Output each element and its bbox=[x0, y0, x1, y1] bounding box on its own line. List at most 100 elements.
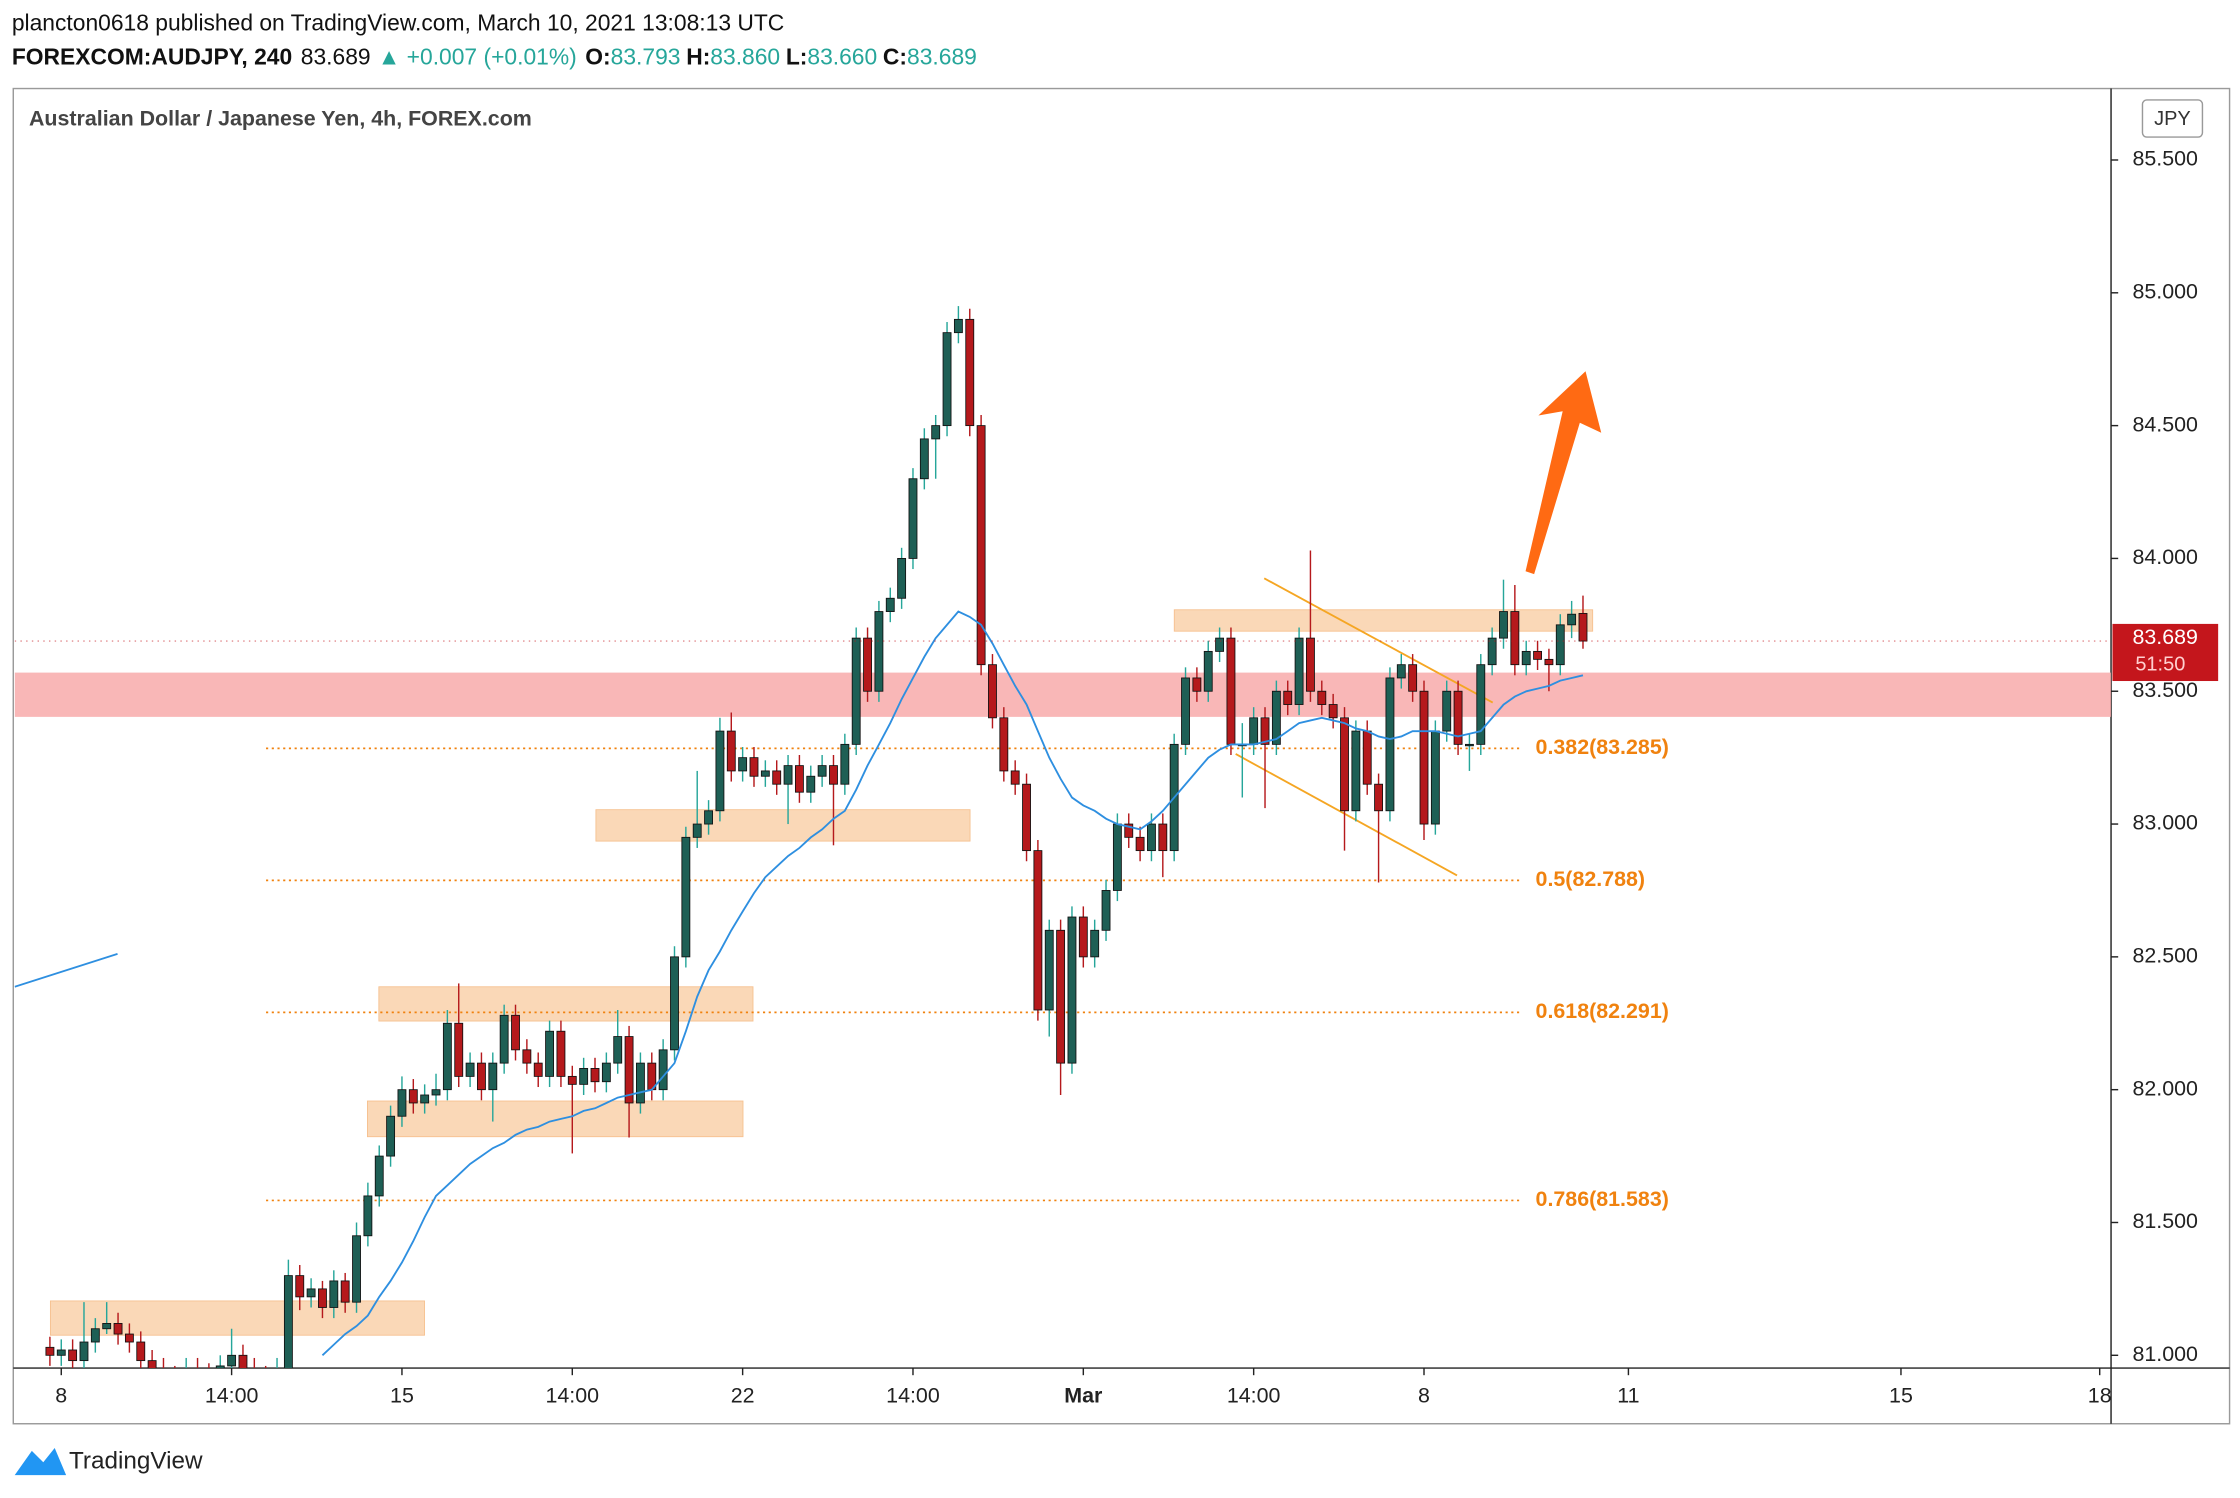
candle-body bbox=[1203, 650, 1213, 692]
candle-body bbox=[953, 318, 963, 334]
candle-body bbox=[1385, 677, 1395, 812]
arrow bbox=[1525, 371, 1602, 575]
fib-label: 0.618(82.291) bbox=[1536, 999, 1669, 1023]
candle-body bbox=[227, 1354, 237, 1367]
candle-body bbox=[1010, 770, 1020, 785]
candle-body bbox=[851, 637, 861, 745]
candle-body bbox=[136, 1341, 146, 1362]
candle-body bbox=[1101, 890, 1111, 931]
candle-body bbox=[295, 1275, 305, 1298]
candle-body bbox=[90, 1328, 100, 1343]
x-tick-label: 22 bbox=[731, 1383, 755, 1407]
candle-body bbox=[772, 770, 782, 785]
y-tick-label: 85.500 bbox=[2132, 147, 2198, 171]
x-tick-label: 14:00 bbox=[546, 1383, 600, 1407]
candle-body bbox=[817, 765, 827, 777]
channel-line bbox=[1235, 753, 1458, 877]
candle-body bbox=[182, 1369, 190, 1382]
candle-body bbox=[1124, 823, 1134, 838]
field-value: 83.860 bbox=[710, 44, 780, 70]
candle-body bbox=[250, 1369, 258, 1377]
candle-body bbox=[1533, 650, 1542, 660]
candle-body bbox=[147, 1360, 157, 1369]
candle-body bbox=[283, 1275, 293, 1369]
candle-body bbox=[567, 1075, 577, 1085]
candle-body bbox=[908, 478, 918, 559]
candle-body bbox=[499, 1014, 509, 1064]
candle-body bbox=[897, 557, 907, 599]
x-tick-label: 11 bbox=[1617, 1383, 1639, 1407]
y-tick-label: 83.000 bbox=[2132, 811, 2198, 835]
candle-body bbox=[1374, 783, 1384, 812]
field-label: L: bbox=[786, 44, 808, 70]
candle-body bbox=[556, 1030, 566, 1077]
candle-body bbox=[408, 1089, 418, 1104]
resistance-zone bbox=[14, 672, 2112, 717]
candle-body bbox=[397, 1089, 407, 1117]
candle-body bbox=[1555, 624, 1565, 666]
candle-body bbox=[794, 765, 804, 793]
field-value: 83.660 bbox=[807, 44, 877, 70]
candle-body bbox=[1067, 916, 1077, 1064]
y-tick-label: 85.000 bbox=[2132, 279, 2198, 303]
candle-body bbox=[760, 770, 770, 777]
candle-body bbox=[1521, 650, 1531, 666]
candle-body bbox=[1510, 611, 1520, 666]
x-tick-label: 14:00 bbox=[1227, 1383, 1281, 1407]
currency-box bbox=[2141, 99, 2204, 138]
candle-body bbox=[1578, 612, 1588, 642]
y-tick-label: 81.000 bbox=[2132, 1342, 2198, 1366]
candle-body bbox=[670, 956, 679, 1051]
candle-body bbox=[863, 637, 872, 692]
candle-body bbox=[965, 318, 975, 427]
candle-body bbox=[79, 1341, 89, 1362]
candle-body bbox=[329, 1280, 339, 1308]
candle-body bbox=[942, 332, 952, 427]
candle-body bbox=[840, 743, 850, 785]
candle-body bbox=[681, 836, 691, 958]
candle-body bbox=[1430, 730, 1440, 825]
brand: TradingView bbox=[69, 1448, 203, 1475]
candle-body bbox=[488, 1062, 498, 1091]
field-value: 83.793 bbox=[611, 44, 681, 70]
candle-body bbox=[1271, 690, 1281, 745]
candle-body bbox=[1283, 690, 1293, 705]
fib-label: 0.786(81.583) bbox=[1536, 1187, 1669, 1211]
candle-body bbox=[442, 1022, 452, 1091]
x-tick-label: 8 bbox=[1418, 1383, 1430, 1407]
candle-body bbox=[194, 1369, 202, 1374]
x-tick-label: 8 bbox=[55, 1383, 67, 1407]
candle-body bbox=[783, 765, 793, 785]
candle-body bbox=[533, 1062, 543, 1077]
y-tick-label: 82.500 bbox=[2132, 944, 2198, 968]
candle-body bbox=[1192, 677, 1202, 692]
candle-body bbox=[1419, 690, 1429, 825]
candle-body bbox=[590, 1067, 600, 1083]
candle-body bbox=[522, 1049, 532, 1064]
price-tag bbox=[2112, 623, 2219, 682]
candle-body bbox=[1453, 690, 1463, 745]
candle-body bbox=[352, 1235, 361, 1303]
y-tick-label: 84.500 bbox=[2132, 412, 2198, 436]
last: 83.689 bbox=[301, 44, 371, 70]
candle-body bbox=[56, 1349, 66, 1356]
x-tick-label: Mar bbox=[1064, 1383, 1102, 1407]
candle-body bbox=[1022, 783, 1031, 852]
candle-body bbox=[238, 1354, 248, 1369]
candle-body bbox=[613, 1036, 623, 1064]
candle-body bbox=[749, 757, 759, 777]
candle-body bbox=[919, 438, 929, 480]
logo-icon bbox=[14, 1448, 67, 1476]
candle-body bbox=[1181, 677, 1190, 745]
candle-body bbox=[692, 823, 702, 838]
plot: 0.382(83.285) 0.5(82.788) 0.618(82.291) 0.7… bbox=[14, 306, 2112, 1382]
candle-body bbox=[976, 425, 986, 666]
candle-body bbox=[45, 1346, 55, 1356]
candle-body bbox=[1294, 637, 1304, 705]
candle-body bbox=[363, 1195, 373, 1237]
field-label: H: bbox=[686, 44, 710, 70]
candle-body bbox=[171, 1377, 179, 1382]
candle-body bbox=[1033, 850, 1043, 1011]
candle-body bbox=[113, 1322, 123, 1335]
